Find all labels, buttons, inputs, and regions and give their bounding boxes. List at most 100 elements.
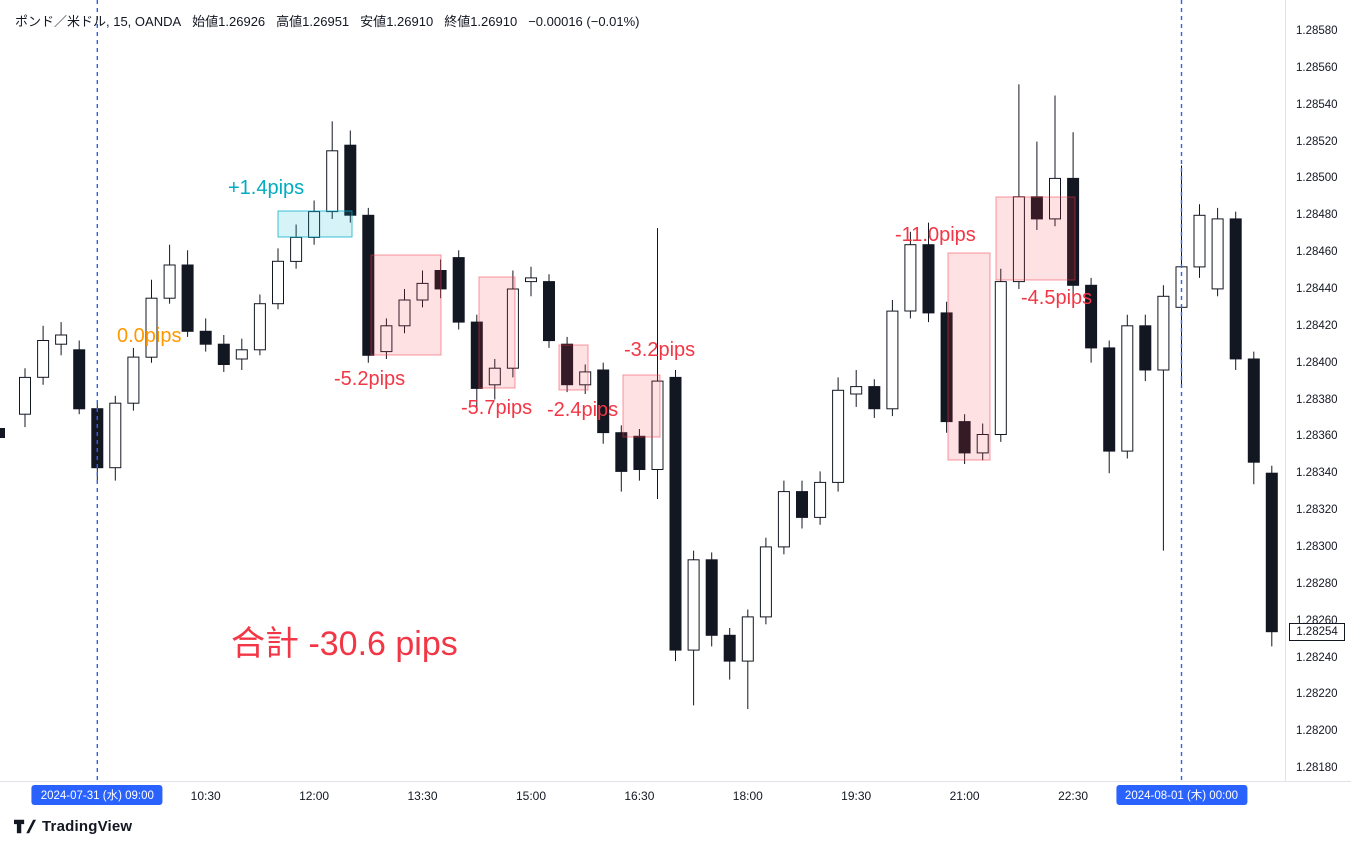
price-tick: 1.28180 <box>1296 762 1338 774</box>
price-tick: 1.28520 <box>1296 135 1338 148</box>
candle-up <box>380 325 393 353</box>
candle-up <box>687 559 700 651</box>
candle-up <box>759 546 772 618</box>
time-axis[interactable]: 2024-07-31 (水) 09:00 10:30 12:00 13:30 15:00… <box>0 781 1351 810</box>
candle-down <box>561 343 574 386</box>
candle-down <box>217 343 230 366</box>
price-tick: 1.28200 <box>1296 725 1338 738</box>
price-tick: 1.28480 <box>1296 209 1338 222</box>
price-axis[interactable]: 1.28254 1.28580 1.28560 1.28540 1.28520 1.28… <box>1285 0 1351 781</box>
candle-up <box>886 310 899 410</box>
price-tick: 1.28420 <box>1296 319 1338 332</box>
symbol-title[interactable]: ポンド／米ドル, 15, OANDA <box>15 14 182 29</box>
high-label: 高値 <box>276 14 303 29</box>
candle-up <box>326 150 339 213</box>
time-tick: 21:00 <box>949 789 980 803</box>
candle-up <box>55 334 68 345</box>
price-tick: 1.28540 <box>1296 98 1338 111</box>
candle-clipped <box>0 428 5 438</box>
candle-up <box>416 282 429 301</box>
price-tick: 1.28220 <box>1296 688 1338 701</box>
price-tick: 1.28240 <box>1296 651 1338 664</box>
date-badge[interactable]: 2024-07-31 (水) 09:00 <box>31 785 163 805</box>
price-tick: 1.28460 <box>1296 246 1338 259</box>
change-value: −0.00016 (−0.01%) <box>528 14 640 29</box>
candle-down <box>615 432 628 472</box>
price-tick: 1.28400 <box>1296 356 1338 369</box>
candle-up <box>850 386 863 395</box>
candle-up <box>145 297 158 358</box>
low-value: 1.26910 <box>386 14 434 29</box>
candle-up <box>109 402 122 469</box>
candle-down <box>705 559 718 636</box>
tradingview-watermark[interactable]: TradingView <box>14 818 132 835</box>
trade-box[interactable] <box>995 196 1076 281</box>
price-tick: 1.28320 <box>1296 504 1338 517</box>
candle-down <box>1265 472 1278 633</box>
candle-up <box>488 367 501 386</box>
candle-down <box>633 435 646 470</box>
time-tick: 22:30 <box>1058 789 1089 803</box>
candle-up <box>1121 325 1134 452</box>
tradingview-logo-icon <box>14 819 36 834</box>
candle-down <box>1247 358 1260 463</box>
candle-up <box>1049 177 1061 220</box>
candle-up <box>976 434 989 454</box>
candle-up <box>37 340 50 378</box>
candle-up <box>19 376 31 415</box>
time-tick: 13:30 <box>407 789 438 803</box>
candle-up <box>1193 214 1206 268</box>
price-tick: 1.28500 <box>1296 172 1338 185</box>
trade-box[interactable] <box>947 252 991 461</box>
candle-down <box>958 421 971 454</box>
candle-up <box>253 303 266 351</box>
candle-up <box>814 481 827 518</box>
trade-box[interactable] <box>478 276 516 389</box>
candle-down <box>796 491 808 518</box>
candle-down <box>1067 177 1080 286</box>
candle-down <box>669 376 682 651</box>
trade-box[interactable] <box>622 374 661 438</box>
candle-down <box>922 244 935 314</box>
date-badge[interactable]: 2024-08-01 (木) 00:00 <box>1115 785 1248 805</box>
trade-box[interactable] <box>277 210 353 238</box>
time-tick: 18:00 <box>732 789 763 803</box>
candle-up <box>506 288 519 369</box>
trade-box[interactable] <box>370 254 442 356</box>
close-label: 終値 <box>444 14 471 29</box>
open-value: 1.26926 <box>218 14 266 29</box>
candle-down <box>723 634 736 662</box>
price-tick: 1.28440 <box>1296 283 1338 295</box>
chart-legend[interactable]: ポンド／米ドル, 15, OANDA 始値1.26926 高値1.26951 安値1.… <box>15 11 640 30</box>
candle-up <box>904 244 917 312</box>
time-tick: 12:00 <box>299 789 330 803</box>
candle-down <box>181 264 194 332</box>
candle-up <box>163 264 176 299</box>
candle-up <box>777 491 790 548</box>
price-tick: 1.28360 <box>1296 430 1338 443</box>
price-tick: 1.28340 <box>1296 467 1338 480</box>
candle-up <box>741 616 754 662</box>
tradingview-logo-text: TradingView <box>42 818 133 835</box>
candle-up <box>1211 218 1224 290</box>
chart-surface[interactable] <box>0 0 1286 781</box>
close-value: 1.26910 <box>470 14 518 29</box>
candle-down <box>1085 284 1098 349</box>
candle-up <box>235 349 248 360</box>
candle-down <box>362 214 375 356</box>
trade-box[interactable] <box>558 344 589 391</box>
time-tick: 15:00 <box>515 789 547 803</box>
candle-up <box>1157 295 1170 371</box>
candle-down <box>199 330 212 345</box>
candle-up <box>290 236 303 262</box>
candle-down <box>597 369 610 434</box>
price-tick: 1.28300 <box>1296 540 1338 553</box>
candle-up <box>994 281 1007 435</box>
candle-down <box>344 144 357 216</box>
last-price-label: 1.28254 <box>1289 623 1345 642</box>
candle-down <box>940 312 953 423</box>
candle-down <box>1139 325 1152 371</box>
candle-up <box>272 260 284 305</box>
low-label: 安値 <box>360 14 387 29</box>
